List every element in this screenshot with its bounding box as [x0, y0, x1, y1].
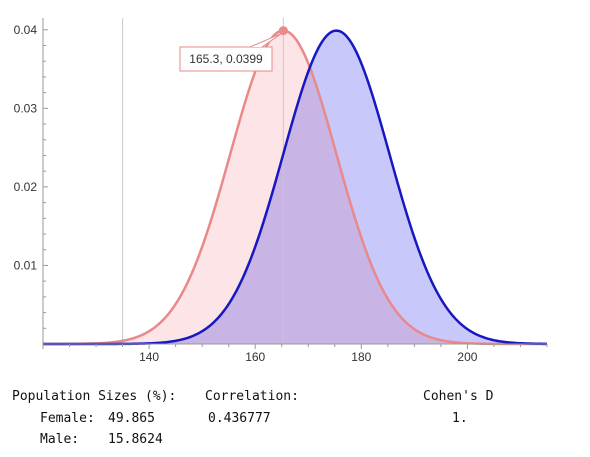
axes	[42, 18, 548, 349]
highlight-marker[interactable]: 165.3, 0.0399	[179, 26, 288, 72]
male-value: 15.8624	[108, 432, 163, 447]
female-value: 49.865	[108, 411, 155, 426]
cohens-d-header: Cohen's D	[423, 389, 494, 404]
x-tick-label-140: 140	[139, 350, 159, 364]
population-sizes-header: Population Sizes (%):	[12, 389, 177, 404]
male-label: Male:	[40, 432, 80, 447]
female-label: Female:	[40, 411, 95, 426]
reference-lines	[122, 18, 284, 344]
y-tick-label-0.02: 0.02	[14, 180, 38, 194]
correlation-header: Correlation:	[205, 389, 299, 404]
correlation-value: 0.436777	[208, 411, 271, 426]
series-1-line	[43, 29, 547, 346]
x-tick-label-180: 180	[351, 350, 371, 364]
cohens-d-value: 1.	[452, 411, 468, 426]
tooltip-label: 165.3, 0.0399	[189, 52, 263, 66]
y-tick-label-0.01: 0.01	[14, 258, 38, 272]
tooltip-box	[179, 46, 273, 72]
distribution-chart: 140 160 180 200 0.01 0.02 0.03 0.04 165.3, 0.03…	[14, 18, 548, 364]
y-tick-label-0.03: 0.03	[14, 101, 38, 115]
x-tick-label-200: 200	[457, 350, 477, 364]
tooltip-pointer	[249, 33, 282, 48]
y-tick-label-0.04: 0.04	[14, 23, 38, 37]
x-tick-label-160: 160	[245, 350, 265, 364]
tick-labels: 140 160 180 200 0.01 0.02 0.03 0.04	[14, 23, 478, 364]
overlap-area	[43, 67, 547, 345]
curve-fills	[43, 30, 547, 345]
highlight-point[interactable]	[278, 26, 288, 36]
